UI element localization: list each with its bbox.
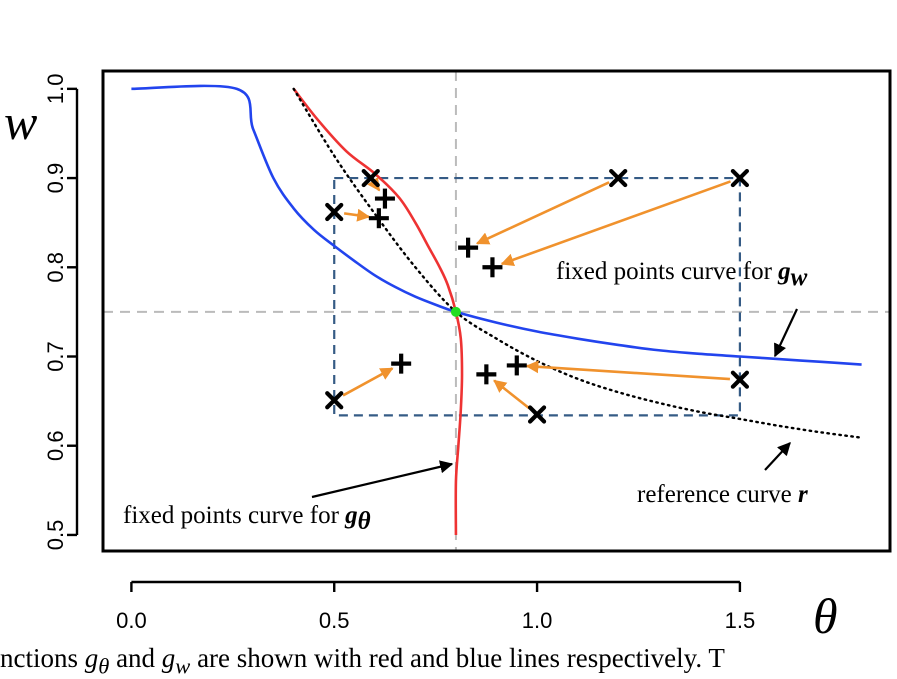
annotation-reference-symbol: r xyxy=(798,481,808,508)
y-tick-label: 0.5 xyxy=(43,520,68,551)
y-axis-label: w xyxy=(4,94,37,150)
curve-gw-blue xyxy=(131,84,862,366)
annotation-gw-text: fixed points curve for xyxy=(556,258,778,285)
x-tick-label: 1.5 xyxy=(725,608,756,633)
caption-sub2: w xyxy=(175,653,191,679)
fixed-point-marker xyxy=(450,306,461,317)
caption-part3: are shown with red and blue lines respec… xyxy=(190,643,725,673)
x-tick-label: 0.0 xyxy=(116,608,147,633)
annotation-reference: reference curve r xyxy=(637,442,808,508)
plus-marker xyxy=(506,355,527,376)
caption-sub1: θ xyxy=(98,653,110,679)
plus-marker xyxy=(482,257,503,278)
guide-lines xyxy=(103,71,890,551)
curve-gtheta-red xyxy=(292,88,464,535)
plot-frame xyxy=(101,69,892,553)
annotation-gtheta-symbol: g xyxy=(344,502,358,529)
transition-arrow xyxy=(343,208,371,222)
chart: 0.0 0.5 1.0 1.5 0.5 0.6 0.7 0.8 0.9 1.0 w θ fixed… xyxy=(4,69,892,644)
y-tick-label: 0.6 xyxy=(43,430,68,461)
plus-marker xyxy=(476,364,497,385)
plus-marker xyxy=(458,237,479,258)
annotation-gtheta-subscript: θ xyxy=(358,508,371,535)
annotation-reference-pointer xyxy=(764,442,791,471)
annotation-gtheta-text: fixed points curve for xyxy=(123,502,345,529)
plus-marker xyxy=(391,353,412,374)
dashed-box xyxy=(333,176,742,417)
annotation-gw-pointer xyxy=(774,308,798,358)
y-tick-label: 0.9 xyxy=(43,163,68,194)
y-tick-label: 0.7 xyxy=(43,341,68,372)
transition-arrow xyxy=(500,180,731,267)
annotation-reference-text: reference curve xyxy=(637,481,798,508)
annotation-gw: fixed points curve for gw xyxy=(556,258,808,358)
x-marker xyxy=(730,168,750,188)
x-marker xyxy=(730,370,750,389)
x-marker xyxy=(527,405,547,424)
y-tick-label: 1.0 xyxy=(43,74,68,105)
annotation-gw-symbol: g xyxy=(777,258,791,285)
caption-part1: nctions xyxy=(0,643,85,673)
annotation-gw-subscript: w xyxy=(791,264,808,291)
annotation-gtheta: fixed points curve for gθ xyxy=(123,460,454,535)
transition-arrow xyxy=(342,367,394,397)
svg-text:reference curve r: reference curve r xyxy=(637,481,808,508)
x-marker xyxy=(325,391,344,410)
transition-arrow xyxy=(493,379,531,410)
x-axis-label: θ xyxy=(813,588,838,644)
caption-sym1: g xyxy=(84,643,99,673)
x-marker xyxy=(325,202,344,222)
y-tick-label: 0.8 xyxy=(43,252,68,283)
x-marker xyxy=(609,168,628,188)
transition-arrow xyxy=(475,181,610,245)
transition-arrow xyxy=(525,360,731,381)
caption-sym2: g xyxy=(161,643,176,673)
figure-caption: nctions gθ and gw are shown with red and… xyxy=(0,643,725,679)
plus-marker xyxy=(374,188,395,209)
caption-part2: and xyxy=(109,643,162,673)
plus-marker xyxy=(368,208,389,229)
svg-text:fixed points curve for gw: fixed points curve for gw xyxy=(556,258,808,291)
x-marker xyxy=(361,168,380,188)
x-tick-label: 1.0 xyxy=(522,608,553,633)
x-tick-label: 0.5 xyxy=(319,608,350,633)
annotation-gtheta-pointer xyxy=(311,460,454,499)
svg-text:fixed points curve for gθ: fixed points curve for gθ xyxy=(123,502,371,535)
